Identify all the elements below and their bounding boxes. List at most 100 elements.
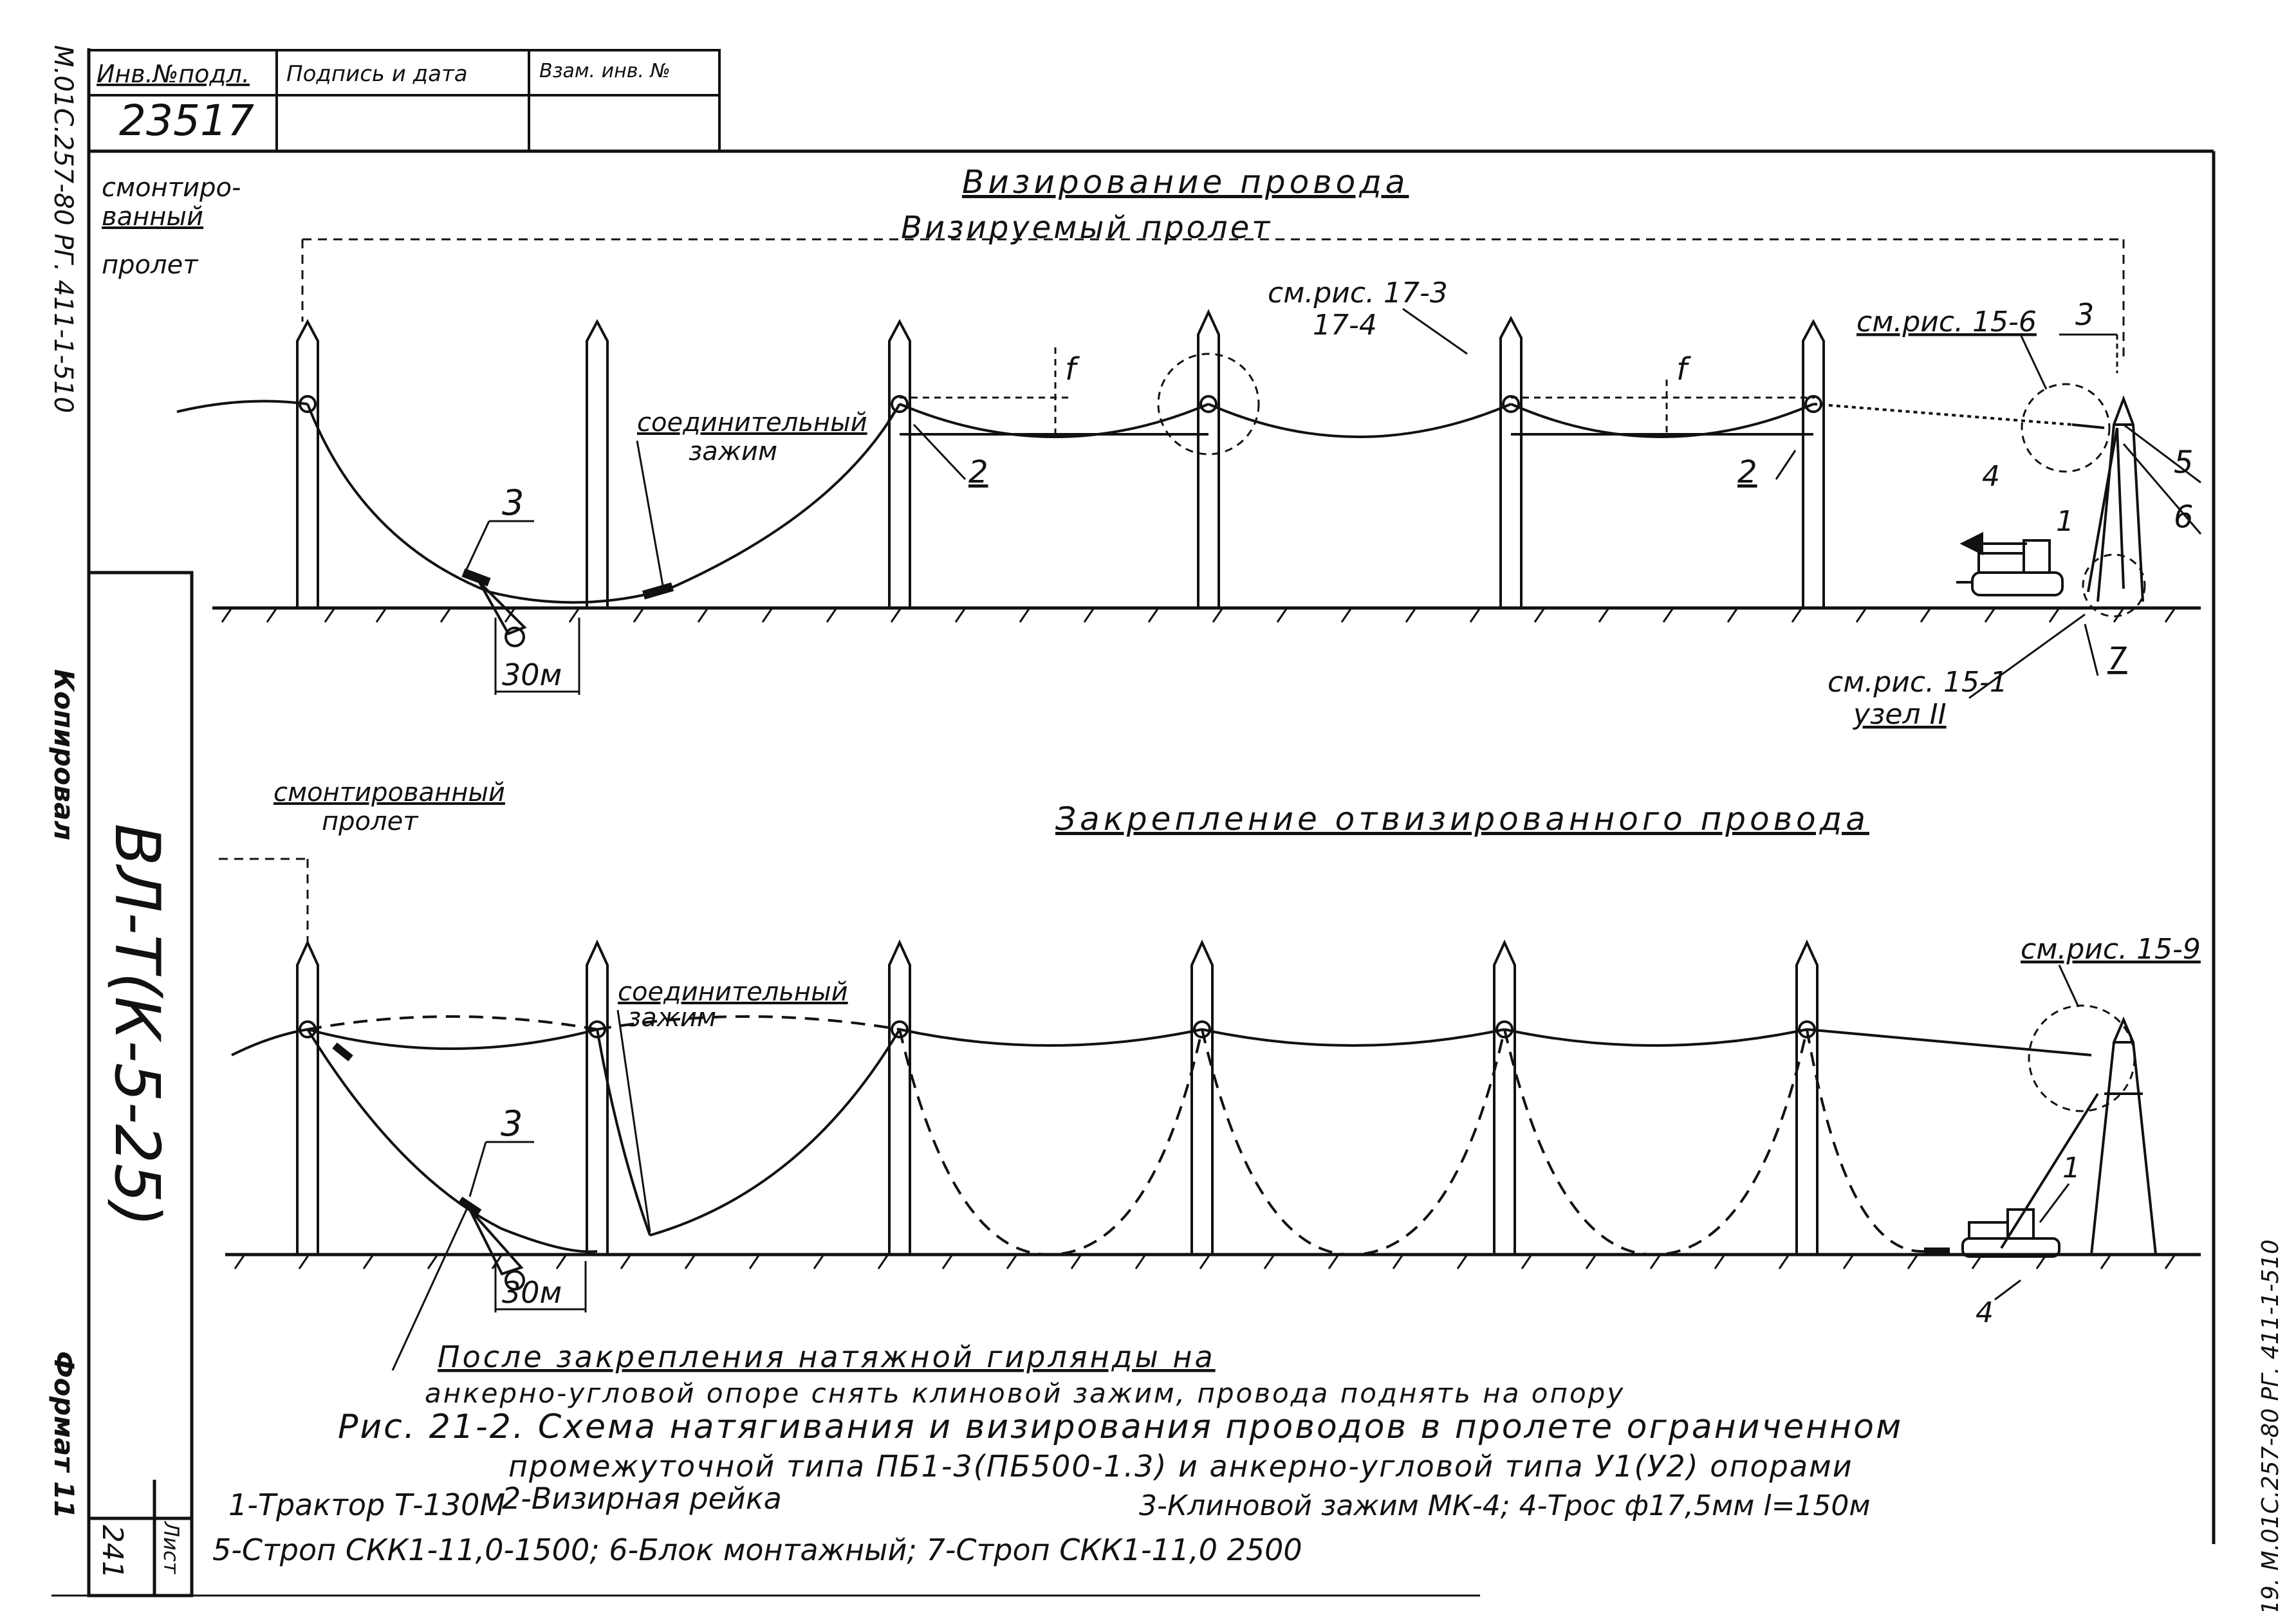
top-title: Визирование провода <box>962 163 1409 201</box>
top-mounted-span-3: пролет <box>102 250 199 280</box>
bottom-mounted-span-2: пролет <box>322 807 419 836</box>
top-leader-3b <box>2059 333 2118 373</box>
bottom-title: Закрепление отвизированного провода <box>1055 800 1869 838</box>
bottom-leader-15-9 <box>2058 964 2080 1008</box>
top-sighted-span: Визируемый пролет <box>901 210 1272 246</box>
bottom-detail-circle <box>2028 1004 2136 1112</box>
top-number-1: 1 <box>2056 505 2074 538</box>
top-clamps <box>461 568 674 600</box>
legend-item-3-4: 3-Клиновой зажим МК-4; 4-Трос ф17,5мм l=… <box>1139 1489 1871 1522</box>
bottom-ref-15-9: см.рис. 15-9 <box>2021 933 2201 966</box>
top-pole-6 <box>1802 318 1825 609</box>
bottom-span-dimension <box>219 858 309 946</box>
bottom-pole-1 <box>296 939 319 1256</box>
top-sag-marks <box>900 347 1815 437</box>
bottom-pole-2 <box>586 939 609 1256</box>
top-number-2a: 2 <box>968 454 988 490</box>
bottom-pole-3 <box>888 939 911 1256</box>
top-mounted-span-1: смонтиро- <box>102 173 241 203</box>
bottom-pulleys <box>299 1020 1816 1038</box>
bottom-connector-1: соединительный <box>618 977 848 1007</box>
legend-item-2: 2-Визирная рейка <box>502 1481 782 1516</box>
top-sag-1: f <box>1065 351 1080 387</box>
top-ground-hatch <box>221 607 2176 623</box>
stamp-table <box>88 49 721 152</box>
top-wedge-anchor <box>478 581 527 647</box>
bottom-wires <box>231 1028 2099 1253</box>
bottom-number-4: 4 <box>1976 1296 1994 1329</box>
top-leader-2a <box>912 423 967 481</box>
margin-series: ВЛ-Т(К-5-25) <box>101 824 173 1227</box>
bottom-connector-leaders <box>616 1009 651 1233</box>
top-ref-17-4: 17-4 <box>1313 309 1377 342</box>
top-detail-circles <box>1157 353 2146 618</box>
caption-line-2: промежуточной типа ПБ1-3(ПБ500-1.3) и ан… <box>508 1449 1853 1484</box>
bottom-distance: 30м <box>502 1275 562 1310</box>
top-wires <box>176 400 2125 604</box>
top-leader-3 <box>465 520 534 570</box>
top-number-7: 7 <box>2107 641 2127 677</box>
top-distance: 30м <box>502 658 562 692</box>
bottom-pole-5 <box>1493 939 1516 1256</box>
top-connector-1: соединительный <box>637 408 867 437</box>
top-distance-dim <box>494 618 580 695</box>
margin-top-code: М.01С.257-80 РГ. 411-1-510 <box>48 45 78 413</box>
bottom-number-3: 3 <box>501 1103 523 1144</box>
margin-copy-label: Копировал <box>48 669 80 840</box>
top-node: узел II <box>1852 698 1947 731</box>
top-ref-17-3: см.рис. 17-3 <box>1268 277 1448 309</box>
stamp-inv-number: 23517 <box>119 96 254 145</box>
top-leader-5 <box>2123 423 2201 484</box>
top-mounted-span-2: ванный <box>102 202 203 232</box>
bottom-tractor <box>1961 1208 2060 1258</box>
bottom-pole-4 <box>1190 939 1214 1256</box>
bottom-wedge-anchor <box>468 1208 525 1291</box>
top-leader-15-6 <box>2019 334 2048 390</box>
top-pole-1 <box>296 318 319 609</box>
bottom-number-1: 1 <box>2062 1152 2080 1184</box>
left-margin-box <box>87 571 194 1597</box>
bottom-mounted-span-1: смонтированный <box>273 778 505 807</box>
note-leader <box>391 1209 468 1371</box>
caption-line-1: Рис. 21-2. Схема натягивания и визирован… <box>338 1408 1903 1446</box>
top-pole-5 <box>1499 315 1523 609</box>
bottom-pole-6 <box>1795 939 1819 1256</box>
stamp-vzam-header: Взам. инв. № <box>539 60 671 82</box>
top-pole-2 <box>586 318 609 609</box>
bottom-distance-dim <box>494 1261 587 1312</box>
legend-line-2: 5-Строп СКК1-11,0-1500; 6-Блок монтажный… <box>212 1533 1302 1567</box>
note-line-2: анкерно-угловой опоре снять клиновой заж… <box>425 1377 1625 1409</box>
bottom-leader-1 <box>2039 1183 2070 1223</box>
top-ref-15-6: см.рис. 15-6 <box>1856 306 2037 338</box>
top-leader-2b <box>1775 450 1797 480</box>
margin-right-code: 19. М.01С.257-80 РГ. 411-1-510 <box>2257 1239 2284 1611</box>
top-leader-6 <box>2122 443 2202 535</box>
bottom-leader-3 <box>468 1141 534 1197</box>
top-connector-leaders <box>636 411 896 586</box>
top-ref-15-1: см.рис. 15-1 <box>1828 666 2008 699</box>
top-number-3b: 3 <box>2075 297 2094 332</box>
top-direction-arrow <box>1959 531 2027 556</box>
top-span-dimension <box>301 238 2125 360</box>
bottom-ground-hatch <box>234 1254 2176 1269</box>
note-line-1: После закрепления натяжной гирлянды на <box>438 1339 1216 1374</box>
top-pole-3 <box>888 318 911 609</box>
bottom-clamps <box>332 1042 1950 1255</box>
top-tractor <box>1956 539 2064 596</box>
bottom-wires-dashed <box>307 1015 1925 1257</box>
top-pole-4 <box>1197 309 1220 609</box>
bottom-leader-4 <box>1994 1279 2021 1301</box>
legend-item-1: 1-Трактор Т-130М <box>228 1487 505 1522</box>
top-connector-2: зажим <box>689 437 777 466</box>
bottom-connector-2: зажим <box>627 1003 716 1033</box>
top-leader-15-1 <box>1968 613 2086 699</box>
top-pulleys <box>299 395 1822 413</box>
bottom-anchor-pole <box>2090 1016 2157 1255</box>
margin-sheet-label: Лист <box>159 1521 183 1574</box>
stamp-sign-header: Подпись и дата <box>286 61 468 87</box>
top-number-3: 3 <box>502 483 524 523</box>
top-number-2b: 2 <box>1737 454 1757 490</box>
top-sag-2: f <box>1676 351 1691 387</box>
margin-sheet-number: 241 <box>96 1525 129 1579</box>
